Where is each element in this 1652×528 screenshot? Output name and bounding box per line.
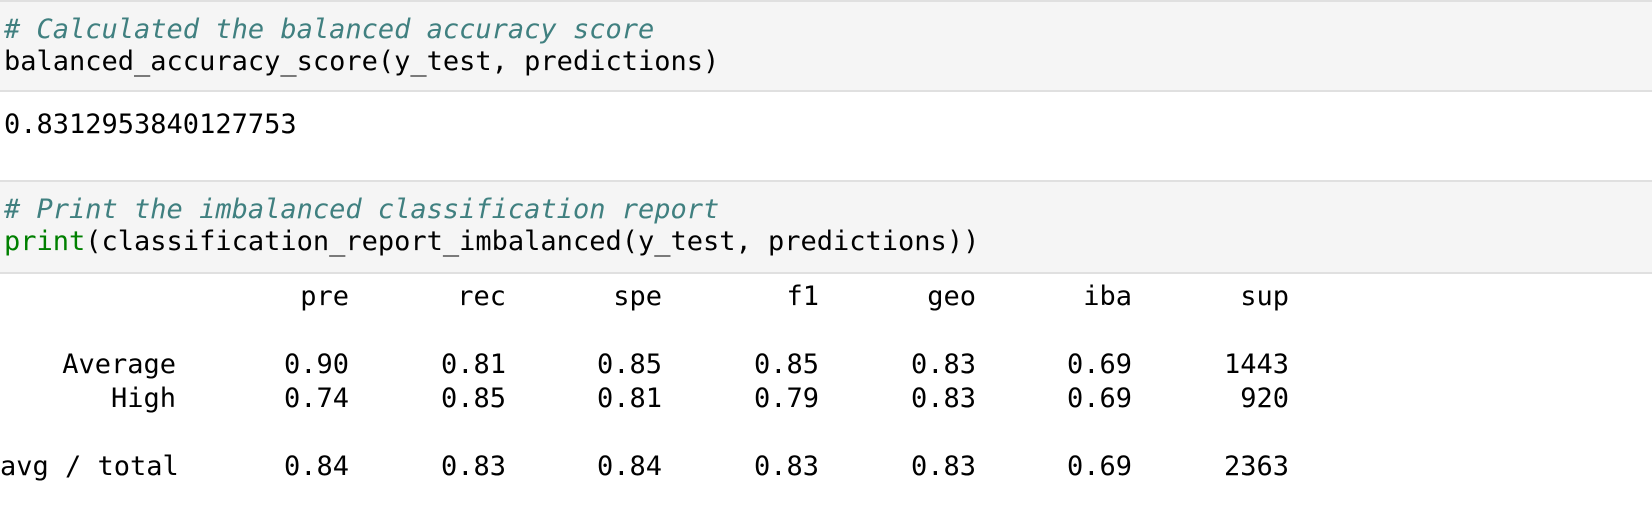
report-header-pre: pre [300,281,349,312]
report-cell: 0.83 [753,451,819,482]
classification-report-output: pre rec spe f1 geo iba sup Average 0.90 … [0,280,1652,528]
print-builtin: print [4,226,86,257]
code-comment: # Calculated the balanced accuracy score [4,14,655,45]
code-args: (classification_report_imbalanced(y_test… [85,226,980,257]
report-row-label: Average [62,349,176,380]
report-cell: 0.85 [596,349,662,380]
report-cell: 0.90 [283,349,349,380]
report-cell: 1443 [1223,349,1289,380]
report-header-f1: f1 [786,281,819,312]
report-cell: 920 [1240,383,1289,414]
report-cell: 0.74 [283,383,349,414]
report-header-rec: rec [457,281,506,312]
code-cell-balanced-accuracy[interactable]: # Calculated the balanced accuracy score… [0,0,1652,92]
report-cell: 0.85 [753,349,819,380]
report-cell: 0.85 [440,383,506,414]
code-comment: # Print the imbalanced classification re… [4,194,720,225]
report-header-iba: iba [1083,281,1132,312]
report-total-label: avg / total [0,451,179,482]
report-cell: 0.81 [596,383,662,414]
code-line: balanced_accuracy_score(y_test, predicti… [4,46,720,77]
report-cell: 0.81 [440,349,506,380]
report-cell: 0.83 [910,451,976,482]
code-line: print(classification_report_imbalanced(y… [4,225,979,259]
report-cell: 2363 [1223,451,1289,482]
report-cell: 0.83 [440,451,506,482]
report-cell: 0.69 [1066,383,1132,414]
code-cell-classification-report[interactable]: # Print the imbalanced classification re… [0,180,1652,274]
report-cell: 0.84 [283,451,349,482]
report-header-sup: sup [1240,281,1289,312]
report-cell: 0.69 [1066,349,1132,380]
report-cell: 0.83 [910,383,976,414]
report-cell: 0.83 [910,349,976,380]
report-cell: 0.84 [596,451,662,482]
report-row-label: High [110,383,176,414]
report-header-geo: geo [927,281,976,312]
report-cell: 0.79 [753,383,819,414]
report-header-spe: spe [613,281,662,312]
cell-output-balanced-accuracy: 0.8312953840127753 [4,109,297,140]
report-cell: 0.69 [1066,451,1132,482]
